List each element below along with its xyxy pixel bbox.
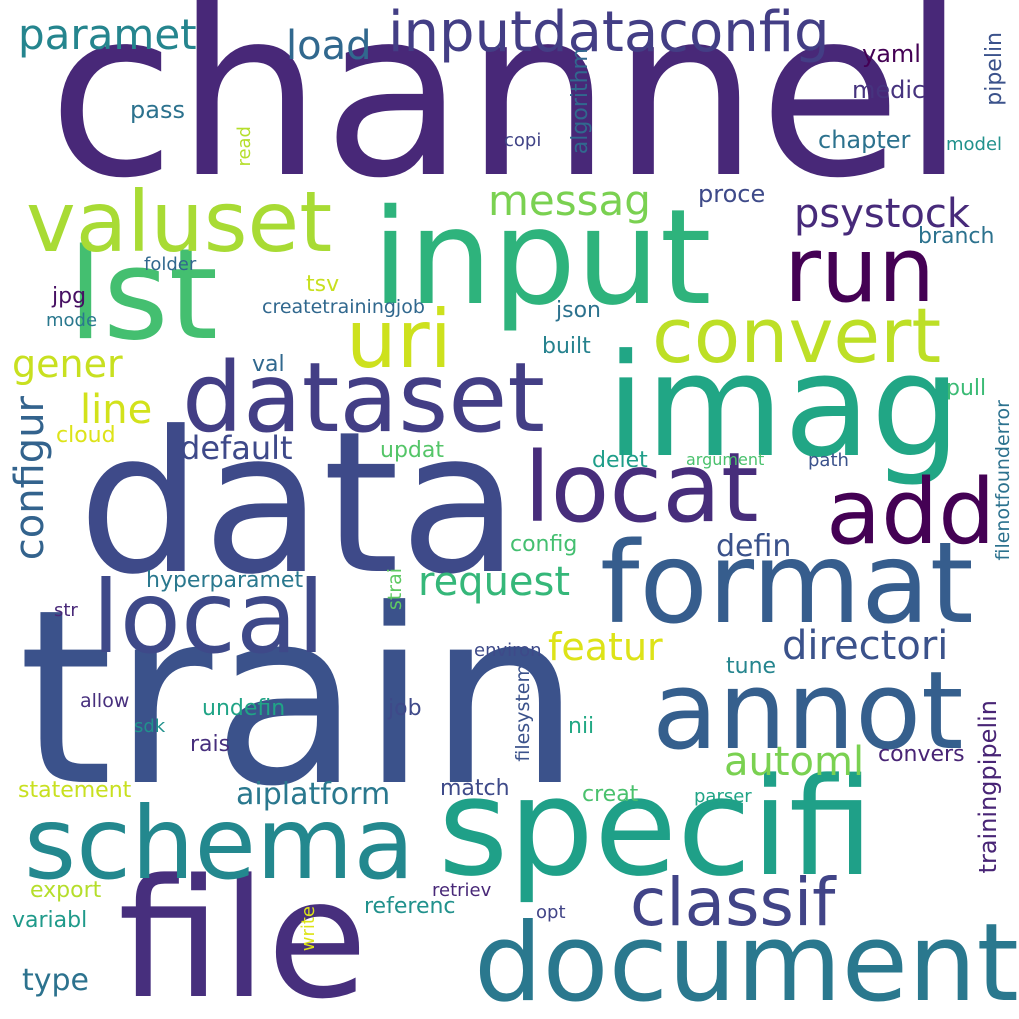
word-default: default [180,429,293,467]
word-medic: medic [852,76,926,104]
word-run: run [784,218,936,323]
word-delet: delet [592,448,648,473]
word-built: built [542,334,591,359]
word-aiplatform: aiplatform [236,777,391,812]
word-automl: automl [724,739,865,785]
word-referenc: referenc [364,894,456,919]
word-config: config [510,532,578,557]
word-convert: convert [652,291,942,380]
word-schema: schema [24,785,415,902]
word-directori: directori [782,623,949,669]
word-updat: updat [380,438,444,463]
word-filesystem: filesystem [512,664,534,762]
word-convers: convers [878,742,965,767]
word-tsv: tsv [306,272,340,297]
word-featur: featur [548,625,663,669]
word-messag: messag [488,176,651,225]
word-document: document [474,901,1019,1019]
word-branch: branch [918,224,995,249]
word-uri: uri [346,293,452,386]
word-lst: lst [68,221,219,368]
word-dataset: dataset [182,342,545,454]
word-defin: defin [716,529,792,564]
word-model: model [946,134,1003,155]
word-json: json [556,298,601,323]
word-val: val [252,352,285,377]
word-pipelin: pipelin [982,32,1007,106]
word-hyperparamet: hyperparamet [146,568,304,593]
word-rais: rais [190,732,231,757]
word-sdk: sdk [134,716,166,737]
word-job: job [388,696,422,721]
word-channel: channel [48,0,967,229]
word-cloud: cloud [56,423,116,448]
word-imag: imag [606,324,961,489]
word-type: type [22,963,90,998]
word-jpg: jpg [52,284,87,309]
word-creat: creat [582,782,639,807]
word-input: input [372,181,712,335]
word-local: local [92,559,326,676]
word-gener: gener [12,342,123,386]
word-add: add [826,460,996,565]
word-retriev: retriev [432,880,492,901]
word-inputdataconfig: inputdataconfig [388,0,830,65]
word-copi: copi [504,130,542,151]
word-pull: pull [946,376,987,401]
word-psystock: psystock [794,191,971,237]
word-createtrainingjob: createtrainingjob [262,296,425,318]
word-specifi: specifi [438,749,874,906]
word-nii: nii [568,714,595,739]
word-proce: proce [698,180,766,208]
word-statement: statement [18,778,132,803]
word-opt: opt [536,902,566,923]
word-format: format [600,519,974,649]
word-chapter: chapter [818,126,911,154]
word-variabl: variabl [12,908,88,933]
word-mode: mode [46,310,98,331]
word-request: request [418,559,571,605]
word-valuset: valuset [26,173,333,271]
word-strai: strai [384,568,406,611]
word-load: load [286,23,372,69]
word-allow: allow [80,690,130,712]
word-export: export [30,878,102,903]
word-algorithm: algorithm [568,48,593,155]
word-configur: configur [7,396,53,561]
word-path: path [808,450,849,471]
word-read: read [234,126,255,167]
word-folder: folder [144,254,197,275]
word-filenotfounderror: filenotfounderror [992,400,1014,561]
word-paramet: paramet [18,10,197,59]
word-argument: argument [686,450,765,469]
word-undefin: undefin [202,696,286,721]
word-tune: tune [726,654,777,679]
word-trainingpipelin: trainingpipelin [974,700,1002,874]
word-environ: environ [474,640,542,661]
word-classif: classif [630,864,836,941]
word-write: write [298,906,319,952]
word-match: match [440,776,510,801]
word-train: train [18,558,582,840]
word-parser: parser [694,786,752,807]
word-annot: annot [652,649,964,774]
word-file: file [118,844,368,1019]
word-data: data [78,390,520,618]
word-pass: pass [130,96,185,124]
word-line: line [80,387,153,433]
word-str: str [54,600,78,621]
word-yaml: yaml [862,40,921,68]
word-locat: locat [524,432,759,544]
